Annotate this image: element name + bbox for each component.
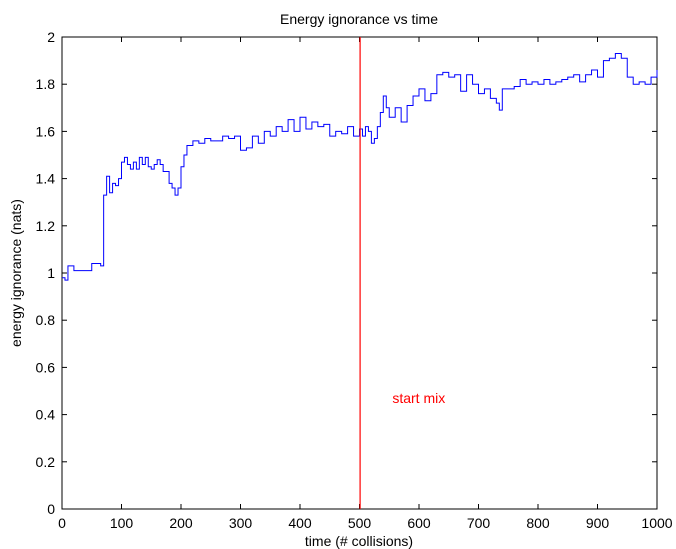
- y-tick-label: 1: [47, 265, 55, 281]
- x-tick-label: 700: [467, 515, 491, 531]
- x-tick-label: 1000: [641, 515, 672, 531]
- y-tick-label: 0: [47, 501, 55, 517]
- start-mix-label: start mix: [392, 390, 445, 406]
- x-tick-label: 200: [169, 515, 193, 531]
- y-tick-label: 0.8: [36, 312, 56, 328]
- x-tick-label: 800: [526, 515, 550, 531]
- x-tick-label: 500: [348, 515, 372, 531]
- x-tick-label: 300: [229, 515, 253, 531]
- y-axis-label: energy ignorance (nats): [8, 199, 24, 347]
- series-line: [62, 53, 658, 281]
- y-tick-label: 0.6: [36, 359, 56, 375]
- y-tick-label: 1.6: [36, 123, 56, 139]
- y-tick-label: 0.2: [36, 454, 56, 470]
- y-tick-label: 1.8: [36, 76, 56, 92]
- tick-labels: 0 100 200 300 400 500 600 700 800 900 1000 0 0.2 0.4 0…: [36, 29, 673, 531]
- y-tick-label: 1.2: [36, 218, 56, 234]
- y-tick-label: 2: [47, 29, 55, 45]
- x-tick-label: 0: [58, 515, 66, 531]
- y-tick-label: 0.4: [36, 407, 56, 423]
- y-tick-label: 1.4: [36, 171, 56, 187]
- chart-title: Energy ignorance vs time: [280, 11, 438, 27]
- x-tick-label: 900: [586, 515, 610, 531]
- x-axis-label: time (# collisions): [305, 533, 413, 549]
- series-layer: [62, 53, 658, 281]
- x-tick-label: 400: [288, 515, 312, 531]
- x-tick-label: 100: [110, 515, 134, 531]
- x-tick-label: 600: [407, 515, 431, 531]
